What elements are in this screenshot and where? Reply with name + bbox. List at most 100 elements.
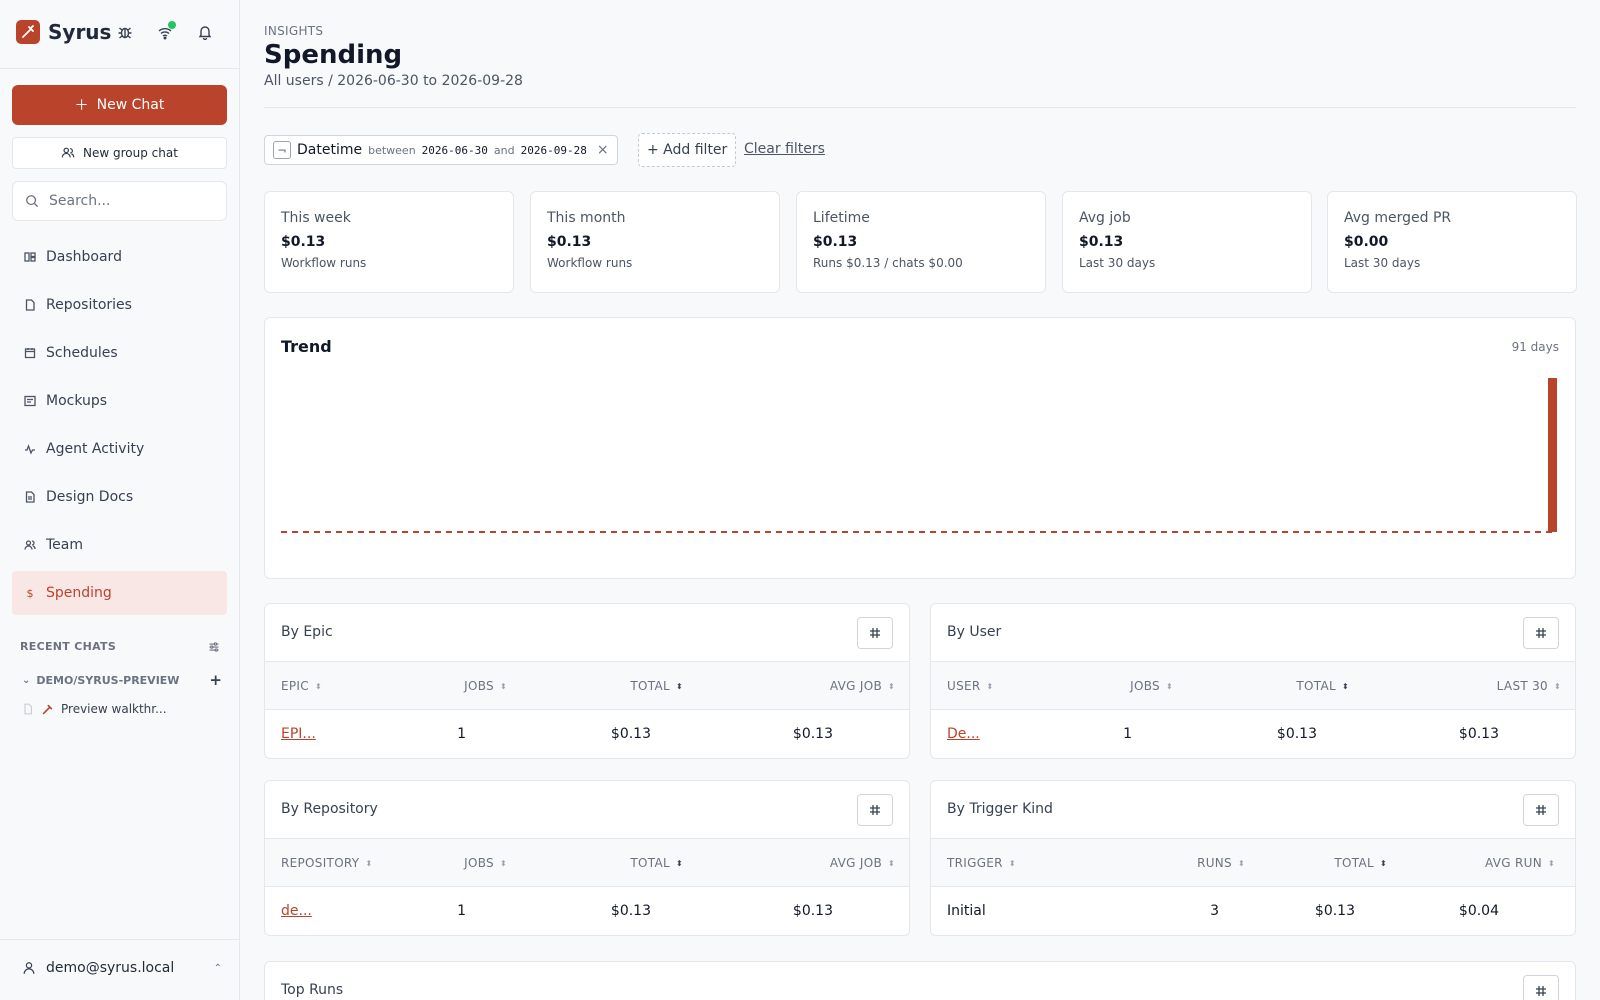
- svg-text:$: $: [27, 587, 34, 599]
- column-header[interactable]: AVG JOB ⬍: [830, 679, 895, 693]
- new-chat-button[interactable]: ＋ New Chat: [12, 85, 227, 125]
- stat-value: $0.13: [281, 234, 326, 250]
- user-menu[interactable]: demo@syrus.local ⌃: [22, 960, 222, 976]
- users-icon: [61, 147, 75, 158]
- column-header[interactable]: RUNS ⬍: [1197, 856, 1245, 870]
- sidebar-item-agent-activity[interactable]: Agent Activity: [12, 427, 227, 471]
- columns-icon: [1536, 628, 1546, 638]
- sidebar-item-design-docs[interactable]: Design Docs: [12, 475, 227, 519]
- new-group-chat-button[interactable]: New group chat: [12, 137, 227, 169]
- stat-label: Lifetime: [813, 210, 870, 226]
- column-header[interactable]: EPIC ⬍: [281, 679, 322, 693]
- search-input[interactable]: [49, 193, 209, 209]
- trend-days-label: 91 days: [1511, 340, 1559, 354]
- column-header[interactable]: TOTAL ⬍: [630, 856, 683, 870]
- column-header[interactable]: TOTAL ⬍: [630, 679, 683, 693]
- table-cell: $0.13: [792, 726, 833, 742]
- table-cell: 1: [457, 726, 466, 742]
- column-header-label: AVG JOB: [829, 679, 882, 693]
- column-header-label: TOTAL: [1296, 679, 1336, 693]
- sidebar-item-dashboard[interactable]: Dashboard: [12, 235, 227, 279]
- column-header-label: RUNS: [1197, 856, 1232, 870]
- clear-filters-link[interactable]: Clear filters: [744, 141, 825, 157]
- stat-label: Avg merged PR: [1344, 210, 1452, 226]
- sidebar-item-team[interactable]: Team: [12, 523, 227, 567]
- sort-icon: ⬍: [986, 681, 994, 691]
- column-header[interactable]: TRIGGER ⬍: [947, 856, 1016, 870]
- column-header[interactable]: JOBS ⬍: [464, 679, 507, 693]
- sidebar-item-schedules[interactable]: Schedules: [12, 331, 227, 375]
- new-chat-label: New Chat: [96, 97, 165, 113]
- add-filter-button[interactable]: + Add filter: [638, 133, 737, 167]
- filter-operator: between: [368, 143, 416, 157]
- filter-settings-icon[interactable]: [208, 641, 220, 653]
- table-card-by-user: By User USER ⬍ JOBS ⬍ TOTAL ⬍ LAST 30 ⬍ De... 1 $0.…: [930, 603, 1576, 759]
- stat-value: $0.13: [547, 234, 592, 250]
- stat-value: $0.13: [1079, 234, 1124, 250]
- column-header[interactable]: TOTAL ⬍: [1296, 679, 1349, 693]
- table-cell[interactable]: De...: [947, 726, 980, 742]
- top-runs-card: Top Runs: [264, 961, 1576, 1000]
- sort-icon: ⬍: [1237, 858, 1245, 868]
- column-header[interactable]: TOTAL ⬍: [1334, 856, 1387, 870]
- column-header[interactable]: AVG JOB ⬍: [830, 856, 895, 870]
- sidebar-item-repositories[interactable]: Repositories: [12, 283, 227, 327]
- close-icon[interactable]: ×: [596, 142, 609, 158]
- table-card-by-epic: By Epic EPIC ⬍ JOBS ⬍ TOTAL ⬍ AVG JOB ⬍ EPI... 1 $0…: [264, 603, 910, 759]
- sidebar-item-mockups[interactable]: Mockups: [12, 379, 227, 423]
- stat-card-avg-job: Avg job $0.13 Last 30 days: [1062, 191, 1312, 293]
- column-header[interactable]: JOBS ⬍: [1130, 679, 1173, 693]
- column-header[interactable]: JOBS ⬍: [464, 856, 507, 870]
- column-header-label: TOTAL: [630, 856, 670, 870]
- recent-chat-item[interactable]: Preview walkthr...: [22, 702, 167, 716]
- wifi-icon[interactable]: [155, 21, 176, 42]
- activity-icon: [24, 443, 36, 455]
- data-table: TRIGGER ⬍ RUNS ⬍ TOTAL ⬍ AVG RUN ⬍ Initial 3 $0.13…: [931, 838, 1575, 935]
- stat-card-lifetime: Lifetime $0.13 Runs $0.13 / chats $0.00: [796, 191, 1046, 293]
- columns-icon: [1536, 986, 1546, 996]
- table-title: By Epic: [281, 624, 333, 640]
- table-cell: 1: [1123, 726, 1132, 742]
- data-table: REPOSITORY ⬍ JOBS ⬍ TOTAL ⬍ AVG JOB ⬍ de... 1 $0.1…: [265, 838, 909, 935]
- add-chat-plus-icon[interactable]: +: [209, 671, 222, 689]
- columns-icon: [870, 805, 880, 815]
- column-header-label: TOTAL: [630, 679, 670, 693]
- table-card-by-repository: By Repository REPOSITORY ⬍ JOBS ⬍ TOTAL ⬍ AVG J…: [264, 780, 910, 936]
- table-header-row: TRIGGER ⬍ RUNS ⬍ TOTAL ⬍ AVG RUN ⬍: [931, 839, 1575, 887]
- bell-icon[interactable]: [195, 22, 215, 42]
- sort-icon: ⬍: [1008, 858, 1016, 868]
- columns-button[interactable]: [857, 794, 893, 826]
- table-cell[interactable]: de...: [281, 903, 312, 919]
- columns-button[interactable]: [1523, 794, 1559, 826]
- column-header[interactable]: USER ⬍: [947, 679, 994, 693]
- trend-bar[interactable]: [1548, 378, 1557, 532]
- repo-group-header[interactable]: ⌄ DEMO/SYRUS-PREVIEW +: [22, 671, 222, 689]
- columns-button[interactable]: [1523, 617, 1559, 649]
- sort-icon: ⬍: [1165, 681, 1173, 691]
- columns-button[interactable]: [857, 617, 893, 649]
- table-cell: $0.13: [1314, 903, 1355, 919]
- table-cell[interactable]: EPI...: [281, 726, 316, 742]
- syrus-logo-icon: [16, 20, 40, 44]
- user-icon: [23, 962, 35, 974]
- repo-group-label: DEMO/SYRUS-PREVIEW: [36, 673, 180, 687]
- column-header[interactable]: REPOSITORY ⬍: [281, 856, 372, 870]
- column-header[interactable]: AVG RUN ⬍: [1485, 856, 1555, 870]
- table-title: By Repository: [281, 801, 378, 817]
- bug-icon[interactable]: [115, 22, 135, 42]
- column-header[interactable]: LAST 30 ⬍: [1497, 679, 1561, 693]
- brand[interactable]: Syrus: [16, 18, 111, 46]
- search-box[interactable]: [12, 181, 227, 221]
- stat-sub: Workflow runs: [547, 256, 633, 270]
- column-header-label: JOBS: [464, 856, 494, 870]
- table-cell: 3: [1210, 903, 1219, 919]
- stat-value: $0.13: [813, 234, 858, 250]
- negate-toggle-icon[interactable]: ¬: [273, 141, 291, 159]
- user-email: demo@syrus.local: [46, 960, 175, 976]
- table-title: By User: [947, 624, 1002, 640]
- sidebar-item-spending[interactable]: $ Spending: [12, 571, 227, 615]
- datetime-filter-chip[interactable]: ¬ Datetime between 2026-06-30 and 2026-0…: [264, 135, 618, 165]
- top-runs-columns-button[interactable]: [1523, 975, 1559, 1000]
- page-title: Spending: [264, 40, 403, 70]
- stat-value: $0.00: [1344, 234, 1389, 250]
